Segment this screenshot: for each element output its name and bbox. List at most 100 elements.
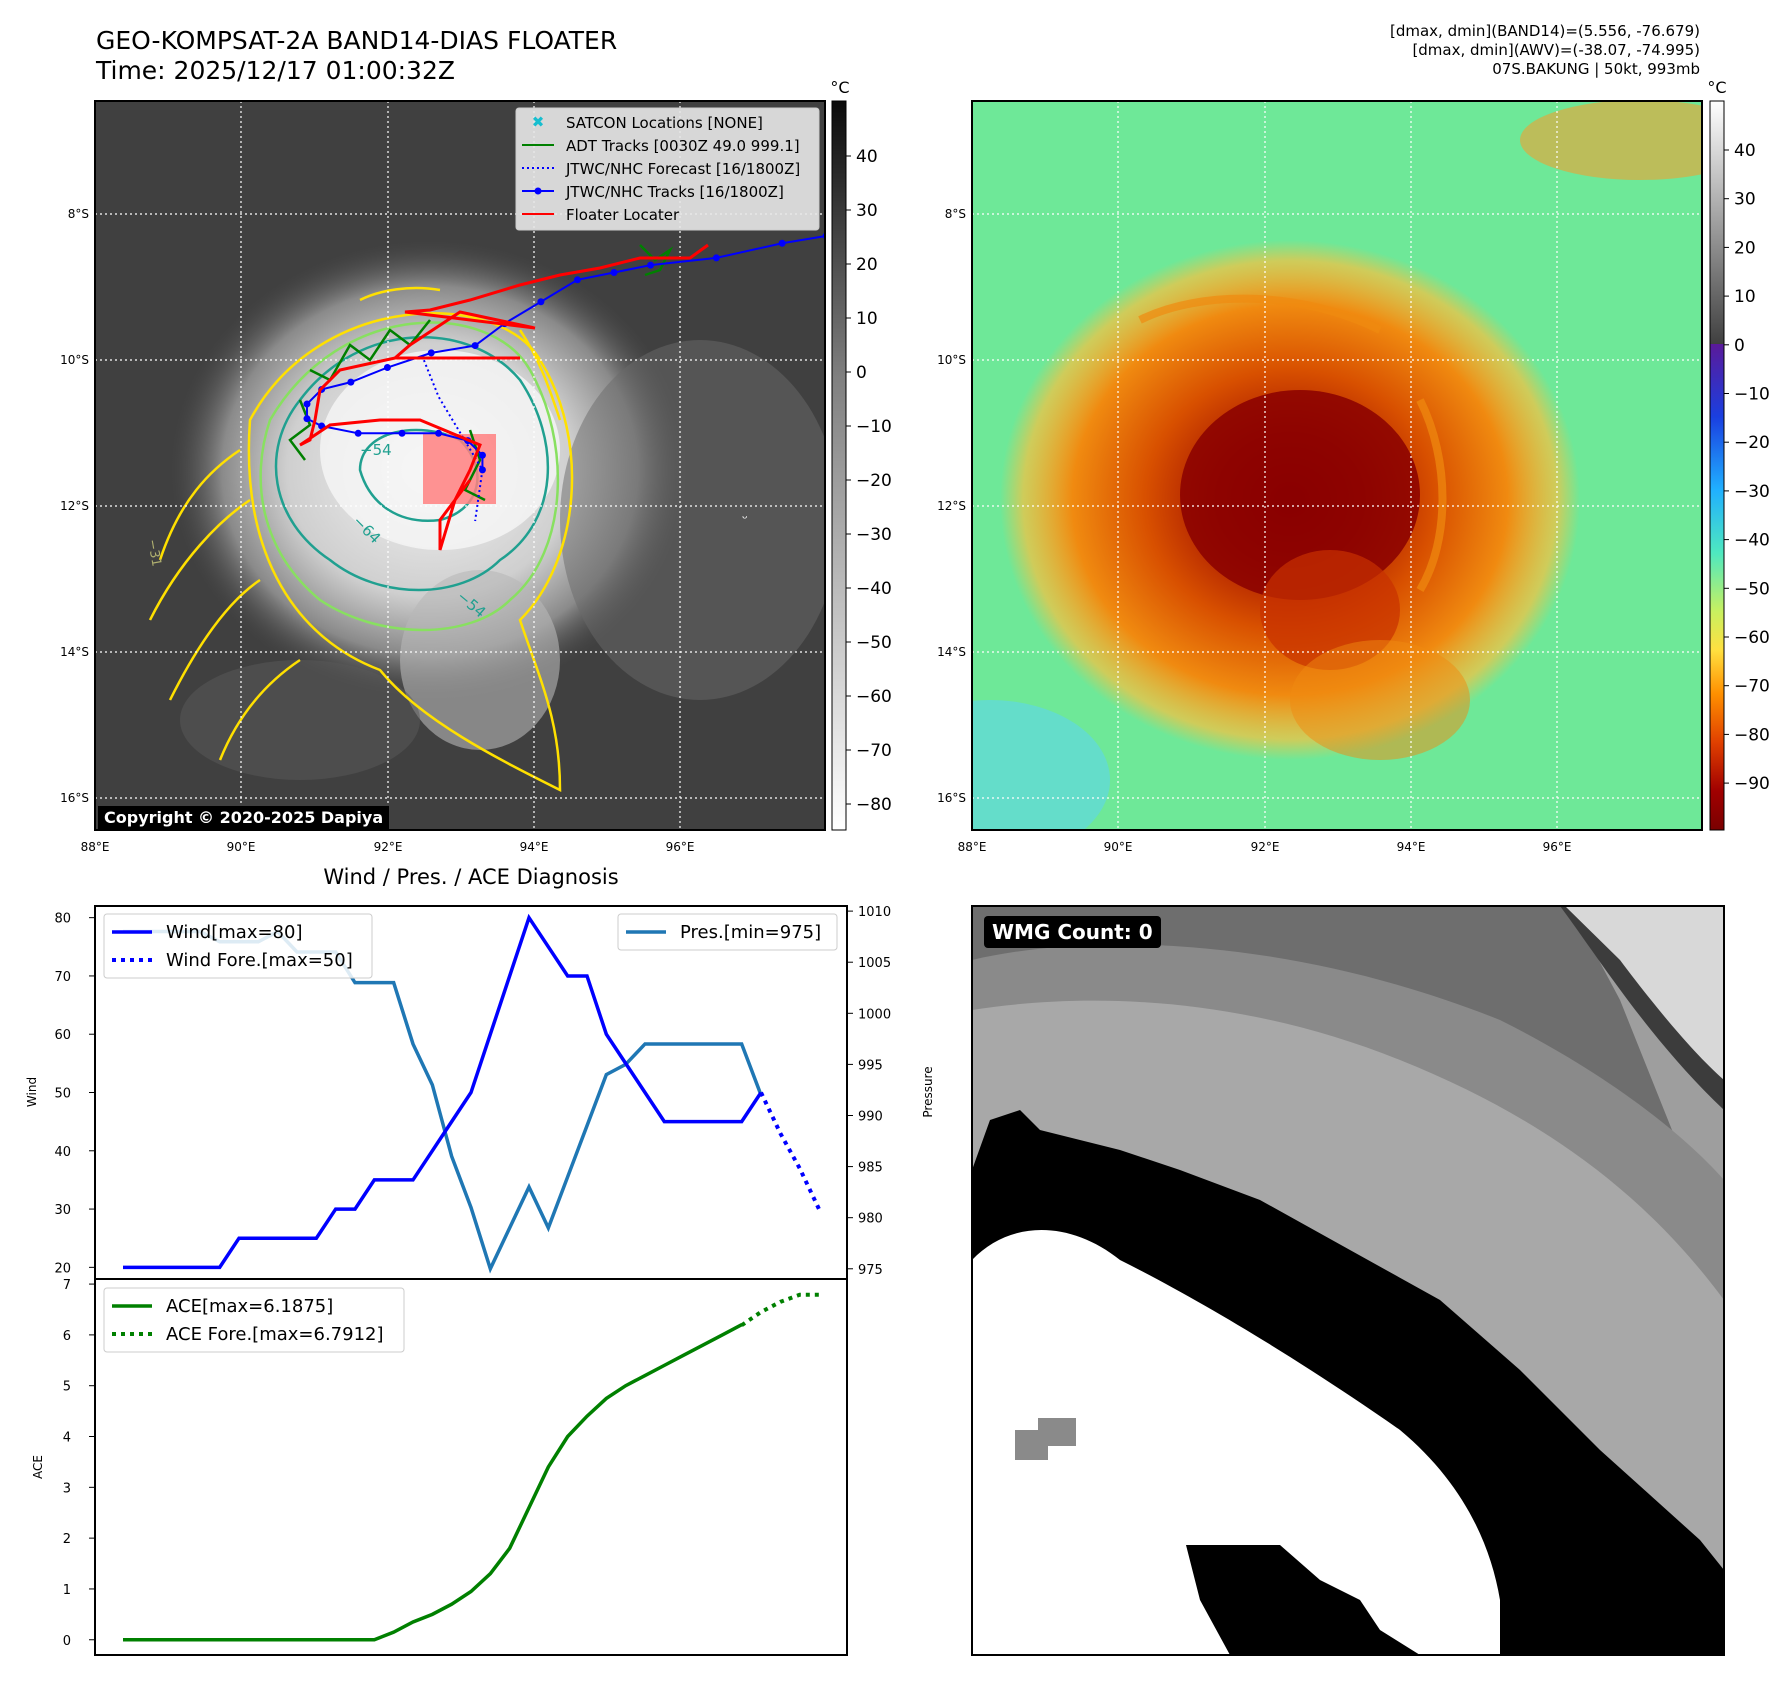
- pressure-axis-label: Pressure: [921, 1066, 935, 1117]
- storm-info: [dmax, dmin](BAND14)=(5.556, -76.679) [d…: [1390, 22, 1700, 79]
- ace-tick-label: 1: [63, 1583, 71, 1598]
- dias-colorbar-tick-label: 0: [1734, 336, 1745, 356]
- dias-colorbar-tick-label: −50: [1734, 579, 1770, 599]
- info-line-3: 07S.BAKUNG | 50kt, 993mb: [1492, 60, 1700, 78]
- dias-colorbar-tick-label: 40: [1734, 141, 1756, 161]
- wind-tick-label: 40: [54, 1145, 71, 1160]
- dias-colorbar-tick-label: −70: [1734, 677, 1770, 697]
- ace-tick-label: 3: [63, 1481, 71, 1496]
- ir-colorbar-tick-label: 20: [856, 255, 878, 275]
- pressure-legend-box: [617, 913, 838, 951]
- ir-colorbar-tick-label: −40: [856, 579, 892, 599]
- copyright-badge: Copyright © 2020-2025 Dapiya: [98, 806, 390, 829]
- pressure-tick-label: 975: [858, 1263, 883, 1278]
- info-line-2: [dmax, dmin](AWV)=(-38.07, -74.995): [1412, 41, 1700, 59]
- ir-colorbar-ticks: 40 30 20 10 0 −10 −20 −30 −40 −50 −60 −70 −80: [846, 147, 892, 815]
- wind-fore-legend-label: Wind Fore.[max=50]: [166, 950, 353, 971]
- dias-colorbar-tick-label: −40: [1734, 531, 1770, 551]
- wmg-frame: [971, 905, 1725, 1656]
- dias-colorbar-warm: [1710, 101, 1724, 344]
- ace-axis-label: ACE: [31, 1455, 45, 1479]
- dias-colorbar-tick-label: −60: [1734, 628, 1770, 648]
- track-point: [398, 429, 406, 437]
- track-point: [435, 429, 443, 437]
- dias-colorbar-tick-label: 20: [1734, 238, 1756, 258]
- ace-tick-label: 7: [63, 1278, 71, 1293]
- ace-axis-ticks: 0 1 2 3 4 5 6 7: [63, 1278, 95, 1649]
- wind-tick-label: 20: [54, 1261, 71, 1276]
- track-point: [383, 364, 391, 372]
- satcon-marker-icon: ✖: [532, 113, 545, 131]
- map-legend: ✖ SATCON Locations [NONE] ADT Tracks [00…: [515, 107, 820, 231]
- figure-title: GEO-KOMPSAT-2A BAND14-DIAS FLOATER Time:…: [96, 26, 617, 86]
- dias-lon-tick-88: 88°E: [958, 840, 987, 854]
- wind-forecast-series-line: [759, 1091, 821, 1210]
- track-point: [610, 268, 618, 276]
- ir-colorbar-tick-label: 0: [856, 363, 867, 383]
- wind-tick-label: 70: [54, 970, 71, 985]
- dias-lon-tick-94: 94°E: [1397, 840, 1426, 854]
- ace-chart: 0 1 2 3 4 5 6 7 ACE ACE[max=6.1875] ACE Fore.[m…: [31, 1278, 848, 1656]
- ace-tick-label: 4: [63, 1431, 71, 1446]
- ace-tick-label: 5: [63, 1380, 71, 1395]
- dias-colorbar-unit: °C: [1707, 78, 1726, 97]
- legend-floater: Floater Locater: [566, 206, 680, 224]
- jtwc-forecast-line: [423, 359, 484, 522]
- ir-colorbar-tick-label: −60: [856, 687, 892, 707]
- ir-colorbar-tick-label: −20: [856, 471, 892, 491]
- wind-legend-box: [103, 913, 373, 979]
- pressure-tick-label: 990: [858, 1109, 883, 1124]
- dias-colorbar-tick-label: −20: [1734, 433, 1770, 453]
- wind-axis-ticks: 20 30 40 50 60 70 80: [54, 912, 95, 1276]
- map-legend-box: [515, 107, 820, 231]
- ir-map-frame: [94, 100, 826, 831]
- dias-colorbar-tick-label: −90: [1734, 774, 1770, 794]
- legend-adt: ADT Tracks [0030Z 49.0 999.1]: [566, 137, 800, 155]
- dias-lat-tick-16: 16°S: [937, 791, 966, 805]
- ir-cloud-shield: [170, 240, 825, 780]
- dias-colorbar-tick-label: 10: [1734, 287, 1756, 307]
- wmg-band-black-patch: [1186, 1545, 1420, 1655]
- ir-map-lat-ticks: 8°S 10°S 12°S 14°S 16°S: [60, 207, 89, 805]
- ace-tick-label: 6: [63, 1329, 71, 1344]
- small-island-marker: ᵕ: [742, 511, 748, 527]
- dias-lon-tick-96: 96°E: [1543, 840, 1572, 854]
- ace-forecast-series-line: [740, 1292, 819, 1327]
- track-point: [303, 415, 311, 423]
- dias-colorbar-tick-label: 30: [1734, 190, 1756, 210]
- track-point: [712, 254, 720, 262]
- floater-locater-track: [299, 243, 709, 551]
- ir-lat-tick-16: 16°S: [60, 791, 89, 805]
- wind-tick-label: 50: [54, 1087, 71, 1102]
- track-point: [647, 261, 655, 269]
- contour-label-3: −31: [144, 538, 164, 568]
- ir-colorbar-tick-label: 10: [856, 309, 878, 329]
- wind-legend: Wind[max=80] Wind Fore.[max=50]: [103, 913, 373, 979]
- wmg-count-badge: WMG Count: 0: [984, 916, 1161, 948]
- dias-colorbar-ticks: 40 30 20 10 0 −10 −20 −30 −40 −50 −60 −70 −80 −90: [1724, 141, 1770, 794]
- title-line-1: GEO-KOMPSAT-2A BAND14-DIAS FLOATER: [96, 26, 618, 55]
- ir-map-panel: −54 −64 −31 −54 ᵕ ✖ SATCON Locations [NO…: [60, 78, 892, 854]
- ace-legend-box: [103, 1287, 405, 1353]
- dias-colorbar-cold: [1710, 344, 1724, 830]
- ir-colorbar-tick-label: −70: [856, 741, 892, 761]
- legend-forecast: JTWC/NHC Forecast [16/1800Z]: [565, 160, 800, 178]
- ir-lat-tick-10: 10°S: [60, 353, 89, 367]
- track-point: [573, 276, 581, 284]
- dias-cool-region: [972, 700, 1110, 830]
- dias-lat-tick-8: 8°S: [945, 207, 966, 221]
- wmg-panel: [971, 905, 1725, 1656]
- wmg-gray-speck-2: [1038, 1418, 1076, 1446]
- dias-lat-tick-14: 14°S: [937, 645, 966, 659]
- outer-rainbands: [148, 286, 562, 761]
- ir-lon-tick-92: 92°E: [374, 840, 403, 854]
- track-point: [537, 298, 545, 306]
- dias-map-frame: [971, 100, 1703, 831]
- legend-track-marker: [534, 187, 542, 195]
- dias-map-lon-ticks: 88°E 90°E 92°E 94°E 96°E: [958, 840, 1572, 854]
- track-point: [347, 378, 355, 386]
- dias-lon-tick-92: 92°E: [1251, 840, 1280, 854]
- ir-colorbar-tick-label: −10: [856, 417, 892, 437]
- ir-colorbar-tick-label: 30: [856, 201, 878, 221]
- dias-map-lat-ticks: 8°S 10°S 12°S 14°S 16°S: [937, 207, 966, 805]
